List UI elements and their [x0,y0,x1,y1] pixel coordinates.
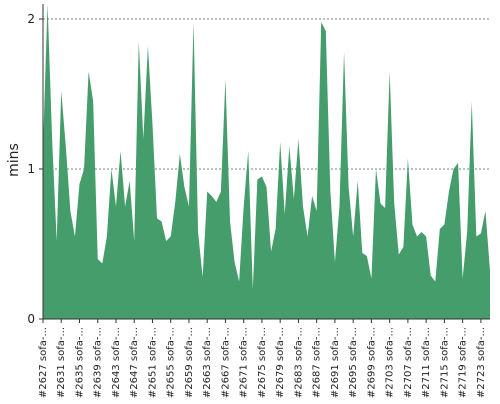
y-tick-label-2: 2 [27,12,35,26]
x-tick-label-15: #2687 sofa-... [312,327,323,398]
x-tick-label-23: #2719 sofa-... [458,327,469,398]
x-tick-label-12: #2675 sofa-... [257,327,268,398]
x-tick-label-1: #2631 sofa-... [56,327,67,398]
area-series [43,4,490,319]
area-layer [43,4,490,319]
x-tick-labels: #2627 sofa-... #2631 sofa-... #2635 sofa-.… [38,319,487,398]
x-tick-label-22: #2715 sofa-... [439,327,450,398]
x-tick-label-3: #2639 sofa-... [93,327,104,398]
y-tick-label-1: 1 [27,162,35,176]
x-tick-label-5: #2647 sofa-... [129,327,140,398]
y-axis-label: mins [6,143,22,177]
x-tick-label-21: #2711 sofa-... [421,327,432,398]
x-tick-label-7: #2655 sofa-... [166,327,177,398]
y-tick-labels: 0 1 2 [27,12,43,326]
x-tick-label-8: #2659 sofa-... [184,327,195,398]
x-tick-label-20: #2707 sofa-... [403,327,414,398]
x-tick-label-11: #2671 sofa-... [239,327,250,398]
x-tick-label-19: #2703 sofa-... [385,327,396,398]
x-tick-label-2: #2635 sofa-... [74,327,85,398]
x-tick-label-17: #2695 sofa-... [348,327,359,398]
x-tick-label-6: #2651 sofa-... [147,327,158,398]
x-tick-label-13: #2679 sofa-... [275,327,286,398]
x-tick-label-18: #2699 sofa-... [366,327,377,398]
x-tick-label-10: #2667 sofa-... [220,327,231,398]
x-tick-label-16: #2691 sofa-... [330,327,341,398]
x-tick-label-4: #2643 sofa-... [111,327,122,398]
x-tick-label-14: #2683 sofa-... [293,327,304,398]
x-tick-label-9: #2663 sofa-... [202,327,213,398]
axis-layer [42,4,490,320]
y-tick-label-0: 0 [27,312,35,326]
x-tick-label-24: #2723 sofa-... [476,327,487,398]
x-tick-label-0: #2627 sofa-... [38,327,49,398]
grid-layer [43,18,490,170]
